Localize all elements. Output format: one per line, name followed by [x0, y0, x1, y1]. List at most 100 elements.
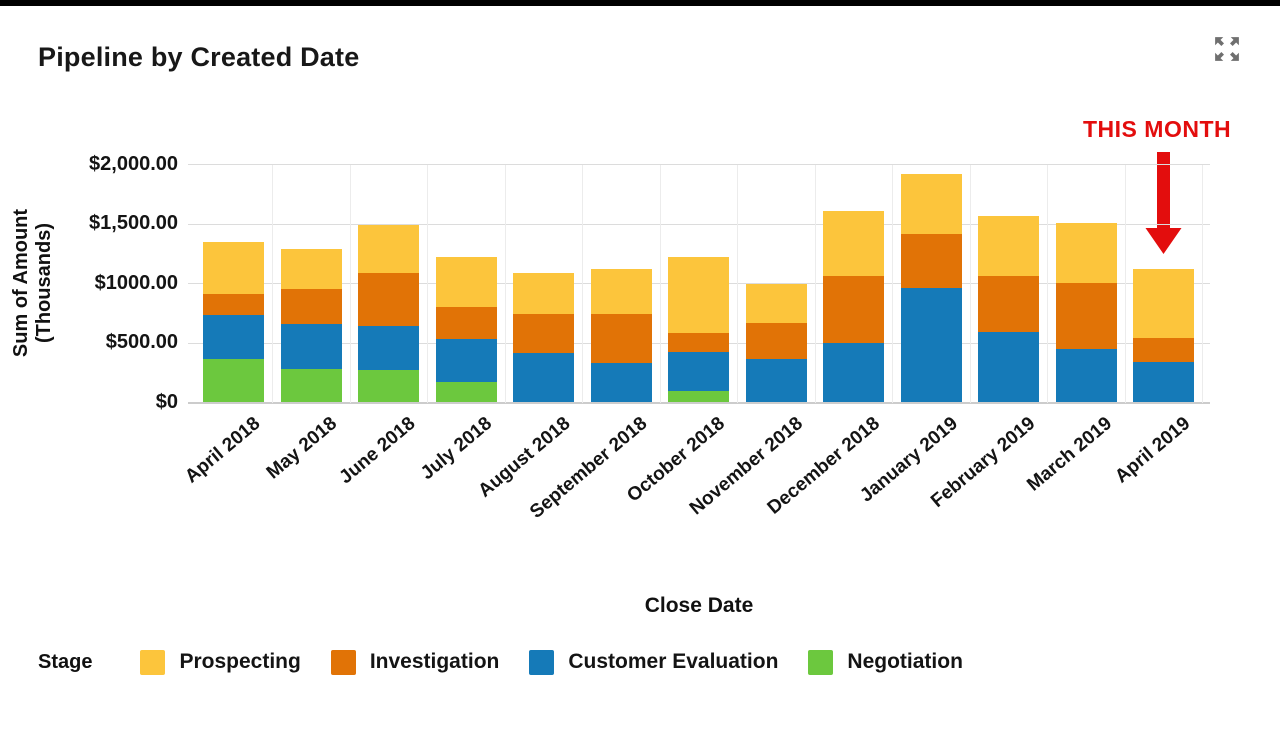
gridline-vertical [1047, 164, 1049, 403]
segment-prospecting-march-2019[interactable] [1055, 223, 1117, 283]
gridline-2000 [188, 164, 1210, 165]
gridline-vertical [737, 164, 739, 403]
segment-prospecting-april-2018[interactable] [203, 241, 264, 294]
legend-swatch-negotiation [808, 649, 834, 675]
y-tick-label-1000: $1000.00 [94, 271, 178, 294]
segment-customer-evaluation-september-2018[interactable] [590, 362, 652, 403]
legend-swatch-customer-evaluation [529, 649, 555, 675]
gridline-vertical [272, 164, 274, 403]
legend: Stage Prospecting Investigation Customer E… [38, 646, 993, 678]
segment-customer-evaluation-july-2018[interactable] [435, 338, 497, 382]
bar-january-2019 [900, 174, 962, 403]
x-tick-label-april-2019: April 2019 [1110, 413, 1194, 488]
segment-investigation-december-2018[interactable] [823, 275, 884, 343]
segment-investigation-october-2018[interactable] [668, 332, 729, 352]
segment-investigation-august-2018[interactable] [513, 313, 574, 354]
segment-investigation-may-2018[interactable] [280, 288, 342, 324]
gridline-vertical [892, 164, 894, 403]
bar-october-2018 [668, 256, 729, 403]
segment-investigation-september-2018[interactable] [590, 313, 652, 363]
segment-prospecting-june-2018[interactable] [358, 224, 419, 274]
segment-prospecting-november-2018[interactable] [745, 283, 807, 323]
y-tick-label-1500: $1,500.00 [89, 212, 178, 234]
bar-december-2018 [823, 210, 884, 403]
segment-customer-evaluation-june-2018[interactable] [358, 325, 419, 370]
x-tick-label-april-2018: April 2018 [180, 413, 264, 488]
expand-button[interactable] [1212, 34, 1242, 64]
gridline-vertical [427, 164, 429, 403]
segment-prospecting-january-2019[interactable] [900, 174, 962, 235]
legend-label-negotiation: Negotiation [847, 650, 963, 673]
gridline-0 [188, 401, 1210, 404]
x-tick-label-march-2019: March 2019 [1023, 413, 1117, 496]
this-month-annotation: THIS MONTH [1083, 116, 1232, 142]
segment-negotiation-july-2018[interactable] [435, 381, 497, 403]
segment-investigation-june-2018[interactable] [358, 273, 419, 326]
gridline-vertical [659, 164, 661, 403]
legend-swatch-prospecting [140, 649, 166, 675]
segment-investigation-march-2019[interactable] [1055, 282, 1117, 349]
segment-customer-evaluation-january-2019[interactable] [900, 288, 962, 403]
gridline-vertical [504, 164, 506, 403]
segment-prospecting-july-2018[interactable] [435, 256, 497, 307]
segment-customer-evaluation-april-2019[interactable] [1133, 361, 1194, 403]
bar-march-2019 [1055, 223, 1117, 403]
segment-customer-evaluation-april-2018[interactable] [203, 314, 264, 359]
segment-prospecting-december-2018[interactable] [823, 210, 884, 276]
legend-label-customer-evaluation: Customer Evaluation [568, 650, 779, 673]
bar-august-2018 [513, 272, 574, 403]
segment-customer-evaluation-february-2019[interactable] [978, 331, 1039, 403]
segment-customer-evaluation-october-2018[interactable] [668, 351, 729, 391]
x-tick-label-july-2018: July 2018 [417, 413, 497, 485]
bar-july-2018 [435, 256, 497, 403]
gridline-1500 [188, 223, 1210, 225]
segment-investigation-november-2018[interactable] [745, 322, 807, 360]
y-tick-label-2000: $2,000.00 [89, 152, 178, 175]
segment-investigation-april-2019[interactable] [1133, 337, 1194, 362]
segment-prospecting-september-2018[interactable] [590, 268, 652, 314]
x-axis-title: Close Date [644, 594, 754, 617]
bar-april-2018 [203, 241, 264, 403]
legend-swatch-investigation [330, 649, 356, 675]
gridline-vertical [814, 164, 816, 403]
x-tick-label-may-2018: May 2018 [263, 413, 342, 484]
segment-prospecting-may-2018[interactable] [280, 249, 342, 289]
legend-label-prospecting: Prospecting [179, 650, 301, 673]
segment-prospecting-february-2019[interactable] [978, 216, 1039, 276]
segment-negotiation-june-2018[interactable] [358, 369, 419, 403]
legend-item-investigation[interactable]: Investigation [330, 649, 499, 675]
segment-investigation-february-2019[interactable] [978, 275, 1039, 332]
segment-customer-evaluation-may-2018[interactable] [280, 323, 342, 370]
bar-may-2018 [280, 249, 342, 403]
legend-item-negotiation[interactable]: Negotiation [808, 649, 963, 675]
y-tick-label-500: $500.00 [105, 331, 178, 353]
segment-prospecting-april-2019[interactable] [1133, 268, 1194, 338]
y-tick-label-0: $0 [155, 390, 178, 413]
segment-customer-evaluation-march-2019[interactable] [1055, 348, 1117, 403]
segment-investigation-july-2018[interactable] [435, 306, 497, 339]
segment-negotiation-may-2018[interactable] [280, 369, 342, 403]
gridline-vertical [969, 164, 971, 403]
segment-investigation-january-2019[interactable] [900, 234, 962, 289]
segment-prospecting-october-2018[interactable] [668, 256, 729, 333]
bar-april-2019 [1133, 268, 1194, 403]
legend-items: Prospecting Investigation Customer Evaluat… [140, 649, 992, 675]
x-tick-label-june-2018: June 2018 [335, 413, 419, 489]
legend-item-customer-evaluation[interactable]: Customer Evaluation [529, 649, 779, 675]
legend-item-prospecting[interactable]: Prospecting [140, 649, 301, 675]
legend-title: Stage [38, 650, 93, 673]
bar-february-2019 [978, 216, 1039, 403]
gridline-vertical [1202, 164, 1204, 403]
down-arrow-icon [1139, 146, 1187, 261]
gridline-vertical [349, 164, 351, 403]
segment-investigation-april-2018[interactable] [203, 293, 264, 315]
segment-customer-evaluation-august-2018[interactable] [513, 353, 574, 403]
segment-negotiation-april-2018[interactable] [203, 358, 264, 403]
page-title: Pipeline by Created Date [38, 42, 360, 72]
segment-prospecting-august-2018[interactable] [513, 272, 574, 314]
segment-customer-evaluation-december-2018[interactable] [823, 342, 884, 403]
bar-september-2018 [590, 268, 652, 403]
segment-negotiation-october-2018[interactable] [668, 390, 729, 403]
bar-june-2018 [358, 224, 419, 403]
segment-customer-evaluation-november-2018[interactable] [745, 359, 807, 403]
